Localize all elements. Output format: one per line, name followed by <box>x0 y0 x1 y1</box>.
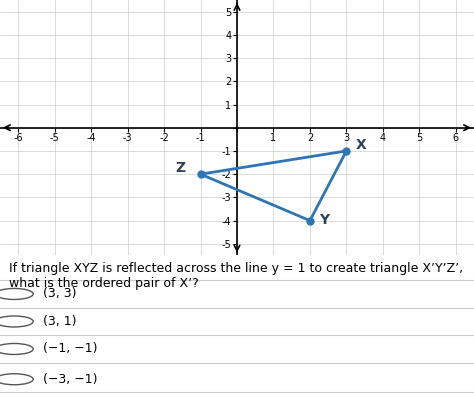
Text: If triangle XYZ is reflected across the line y = 1 to create triangle X’Y’Z’, wh: If triangle XYZ is reflected across the … <box>9 263 464 290</box>
Text: Y: Y <box>319 213 329 227</box>
Text: (3, 1): (3, 1) <box>43 315 76 328</box>
Text: (−1, −1): (−1, −1) <box>43 342 97 356</box>
Text: (−3, −1): (−3, −1) <box>43 373 97 386</box>
Text: X: X <box>356 138 366 152</box>
Text: (3, 3): (3, 3) <box>43 287 76 301</box>
Text: Z: Z <box>175 161 185 175</box>
